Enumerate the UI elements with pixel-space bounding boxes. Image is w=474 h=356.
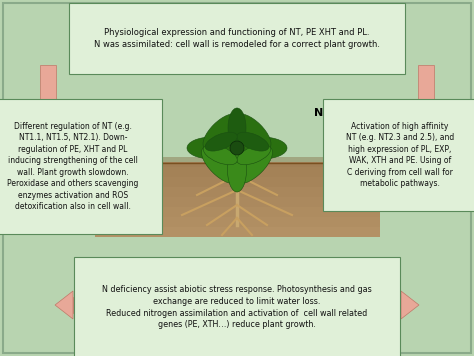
Ellipse shape	[201, 146, 238, 183]
Bar	[95, 207, 380, 217]
Bar	[95, 217, 380, 227]
Bar	[418, 65, 434, 172]
Ellipse shape	[205, 132, 237, 151]
Text: Favorable environment: Favorable environment	[150, 10, 324, 23]
Ellipse shape	[237, 137, 287, 159]
Ellipse shape	[228, 108, 246, 148]
Text: N deficiency assist abiotic stress response. Photosynthesis and gas
exchange are: N deficiency assist abiotic stress respo…	[102, 285, 372, 329]
Ellipse shape	[203, 145, 237, 165]
Polygon shape	[412, 172, 440, 190]
Ellipse shape	[236, 146, 273, 183]
Bar	[73, 297, 210, 313]
Bar	[95, 167, 380, 177]
Ellipse shape	[187, 137, 237, 159]
Bar	[95, 177, 380, 187]
Polygon shape	[55, 291, 73, 319]
Text: Drought/salinity and N starvation: Drought/salinity and N starvation	[119, 270, 355, 283]
Bar	[95, 157, 380, 167]
Ellipse shape	[237, 145, 271, 165]
Bar	[95, 162, 380, 237]
Text: Different regulation of NT (e.g.
NT1.1, NT1.5, NT2.1). Down-
regulation of PE, X: Different regulation of NT (e.g. NT1.1, …	[7, 122, 139, 211]
Text: Drought/Salinity: Drought/Salinity	[10, 108, 112, 118]
Text: Activation of high affinity
NT (e.g. NT2.3 and 2.5), and
high expression of PL, : Activation of high affinity NT (e.g. NT2…	[346, 122, 454, 188]
Polygon shape	[34, 172, 62, 190]
Bar	[264, 297, 401, 313]
Bar	[95, 197, 380, 207]
Circle shape	[230, 141, 244, 155]
Bar	[95, 227, 380, 237]
Ellipse shape	[203, 114, 238, 150]
Polygon shape	[401, 291, 419, 319]
Ellipse shape	[228, 148, 246, 192]
Bar	[95, 187, 380, 197]
Text: N starvation: N starvation	[314, 108, 391, 118]
Ellipse shape	[236, 114, 271, 150]
Bar	[40, 65, 56, 172]
Text: Physiological expression and functioning of NT, PE XHT and PL.
N was assimilated: Physiological expression and functioning…	[94, 28, 380, 49]
Ellipse shape	[237, 132, 269, 151]
